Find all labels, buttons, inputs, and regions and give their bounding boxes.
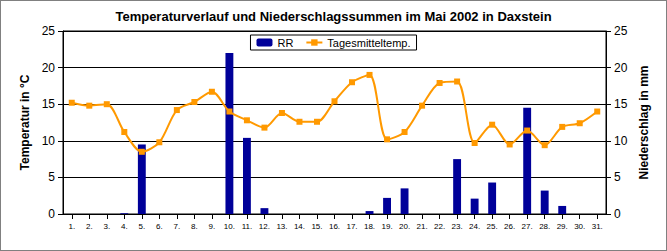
svg-text:17.: 17. (346, 222, 357, 231)
svg-text:Temperatur in °C: Temperatur in °C (18, 74, 32, 170)
svg-text:16.: 16. (329, 222, 340, 231)
svg-text:13.: 13. (276, 222, 287, 231)
svg-text:10: 10 (42, 134, 56, 148)
svg-text:1.: 1. (68, 222, 75, 231)
svg-text:20: 20 (614, 61, 628, 75)
svg-text:Niederschlag in mm: Niederschlag in mm (637, 65, 651, 179)
svg-text:5: 5 (614, 170, 621, 184)
svg-text:15.: 15. (311, 222, 322, 231)
svg-text:9.: 9. (209, 222, 216, 231)
svg-text:4.: 4. (121, 222, 128, 231)
svg-text:8.: 8. (191, 222, 198, 231)
svg-text:14.: 14. (294, 222, 305, 231)
svg-text:3.: 3. (103, 222, 110, 231)
svg-text:25.: 25. (487, 222, 498, 231)
svg-text:25: 25 (42, 24, 56, 38)
svg-text:2.: 2. (86, 222, 93, 231)
svg-text:28.: 28. (539, 222, 550, 231)
svg-text:7.: 7. (174, 222, 181, 231)
svg-text:27.: 27. (522, 222, 533, 231)
svg-text:21.: 21. (417, 222, 428, 231)
svg-text:6.: 6. (156, 222, 163, 231)
svg-text:10.: 10. (224, 222, 235, 231)
svg-text:23.: 23. (452, 222, 463, 231)
svg-text:5.: 5. (138, 222, 145, 231)
svg-text:18.: 18. (364, 222, 375, 231)
svg-text:0: 0 (48, 207, 55, 221)
svg-text:22.: 22. (434, 222, 445, 231)
svg-text:29.: 29. (557, 222, 568, 231)
svg-text:Temperaturverlauf und Niedersc: Temperaturverlauf und Niederschlagssumme… (115, 9, 551, 24)
svg-text:11.: 11. (242, 222, 253, 231)
svg-text:20: 20 (42, 61, 56, 75)
svg-text:24.: 24. (469, 222, 480, 231)
svg-text:RR: RR (277, 37, 293, 49)
svg-text:20.: 20. (399, 222, 410, 231)
svg-text:12.: 12. (259, 222, 270, 231)
svg-text:10: 10 (614, 134, 628, 148)
svg-text:0: 0 (614, 207, 621, 221)
svg-text:25: 25 (614, 24, 628, 38)
svg-text:30.: 30. (574, 222, 585, 231)
svg-text:15: 15 (614, 97, 628, 111)
svg-text:15: 15 (42, 97, 56, 111)
svg-text:26.: 26. (504, 222, 515, 231)
svg-text:19.: 19. (381, 222, 392, 231)
svg-text:5: 5 (48, 170, 55, 184)
svg-text:31.: 31. (592, 222, 603, 231)
svg-text:Tagesmitteltemp.: Tagesmitteltemp. (327, 37, 410, 49)
